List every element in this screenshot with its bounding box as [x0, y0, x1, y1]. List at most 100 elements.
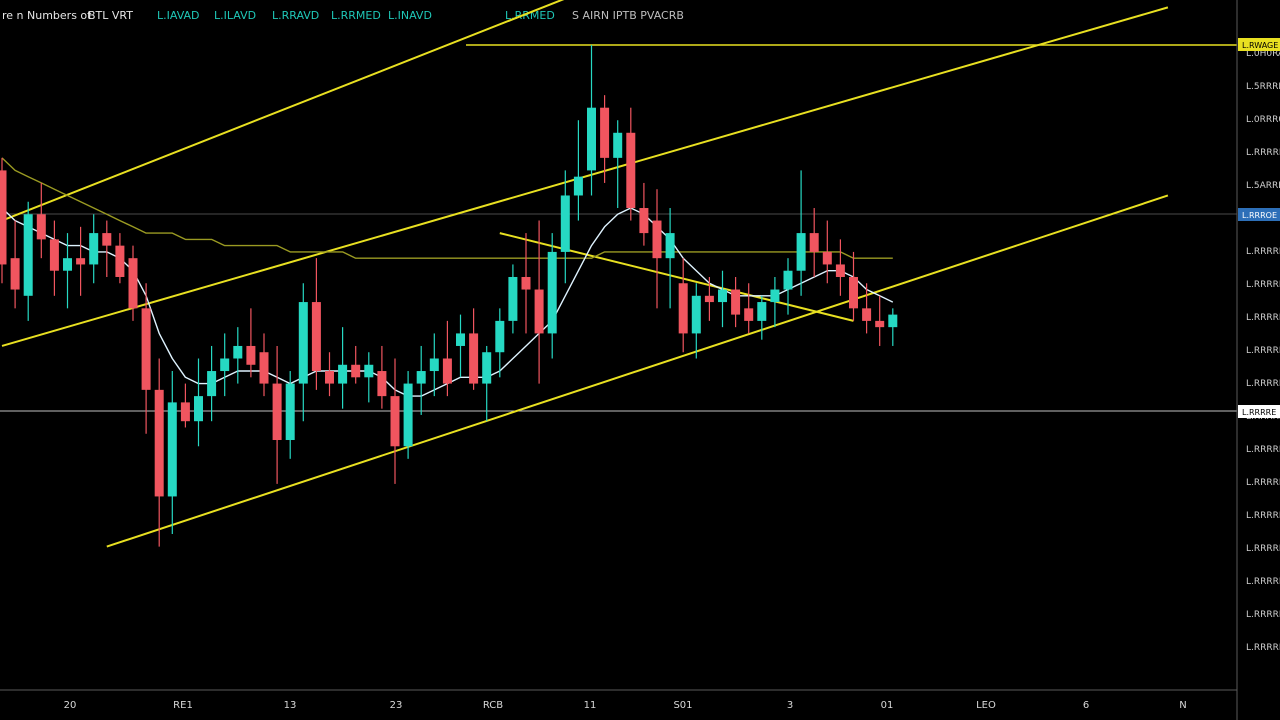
candle [770, 276, 780, 328]
candle-body [809, 233, 819, 252]
candle-body [180, 402, 190, 422]
price-tick-label: L.RRRRR [1246, 478, 1280, 488]
candle-body [822, 251, 832, 265]
time-axis[interactable]: 20 RE1 13 23 RCB 11 S01 3 01 LEO 6 N [0, 689, 1237, 711]
candle [665, 208, 675, 309]
candle [36, 182, 46, 259]
candle [809, 208, 819, 277]
candle [259, 333, 269, 397]
candle [141, 283, 151, 434]
price-axis[interactable]: L.0H0RA L.5RRRE L.0RRR0 L.RRRRR L.5ARRR L.RRR… [1236, 0, 1280, 720]
time-tick-label: 23 [390, 700, 403, 711]
time-tick-label: 6 [1083, 700, 1089, 711]
trendline[interactable] [1, 0, 893, 222]
candle-body [534, 289, 544, 334]
header-note: S AIRN IPTB PVACRB [572, 9, 684, 22]
candle [691, 283, 701, 359]
candle [456, 314, 465, 378]
header-symbol[interactable]: re n Numbers ot [2, 9, 92, 22]
trendline[interactable] [1, 6, 1169, 347]
time-axis-ticks: 20 RE1 13 23 RCB 11 S01 3 01 LEO 6 N [64, 700, 1187, 711]
candle [115, 233, 125, 284]
candle [783, 258, 793, 315]
candle-body [521, 276, 531, 290]
price-tick-label: L.0RRR0 [1246, 115, 1280, 125]
candle [678, 258, 688, 353]
candle-body [36, 214, 46, 240]
candles [0, 45, 898, 547]
candle-body [325, 371, 334, 384]
candle-body [416, 371, 426, 384]
candle [587, 45, 596, 196]
candle [534, 220, 544, 384]
candle-body [875, 320, 885, 328]
header-value-5: L.INAVD [388, 9, 432, 22]
candle-body [233, 345, 243, 359]
candle [875, 295, 885, 346]
time-tick-label: 01 [881, 700, 894, 711]
candle [76, 226, 86, 296]
price-tick-label: L.RRRRR [1246, 643, 1280, 653]
time-tick-label: RCB [483, 700, 503, 711]
candle [0, 157, 7, 284]
candle [560, 170, 570, 284]
candle [862, 283, 872, 334]
level-price-tag-text: L.RWAGE [1242, 41, 1278, 50]
current-price-tag-text: L.RRROE [1242, 211, 1277, 220]
candle-body [573, 176, 583, 196]
time-tick-label: 3 [787, 700, 793, 711]
trendlines[interactable] [1, 0, 1169, 548]
candle [718, 270, 727, 328]
candle [600, 95, 610, 183]
candle-body [835, 264, 845, 277]
candle [442, 320, 452, 397]
price-tick-label: L.RRRRR [1246, 280, 1280, 290]
candle [194, 358, 203, 447]
candle [246, 308, 256, 378]
candle [573, 120, 583, 221]
candle [613, 120, 623, 209]
candle [298, 283, 308, 422]
candle-body [613, 132, 623, 158]
candle-body [495, 320, 505, 353]
candle-body [862, 308, 872, 321]
candle-body [442, 358, 452, 384]
header-value-2: L.ILAVD [214, 9, 256, 22]
candle-body [49, 239, 59, 271]
price-tick-label: L.RRRRR [1246, 511, 1280, 521]
trendline[interactable] [499, 232, 854, 322]
price-tick-label: L.RRRRR [1246, 544, 1280, 554]
candle-body [560, 195, 570, 252]
price-tick-label: L.0H0RA [1246, 49, 1280, 59]
candle-body [482, 352, 492, 384]
candle-body [0, 170, 7, 265]
candle [704, 276, 714, 321]
last-price-tag: L.RRRRE [1238, 405, 1280, 418]
candle-body [652, 220, 662, 259]
price-tick-label: L.RRRRR [1246, 148, 1280, 158]
price-tick-label: L.RRRRR [1246, 610, 1280, 620]
time-tick-label: RE1 [173, 700, 193, 711]
header-interval[interactable]: BTL VRT [88, 9, 133, 22]
candle-body [298, 302, 308, 384]
candle [180, 383, 190, 428]
slow-moving-average-line [1, 157, 893, 259]
time-tick-label: S01 [673, 700, 692, 711]
header-value-6: L.RRMED [505, 9, 555, 22]
time-tick-label: 13 [284, 700, 297, 711]
candle [495, 308, 505, 378]
candle [89, 214, 99, 284]
candle [233, 327, 243, 384]
candle [416, 345, 426, 415]
candle [888, 308, 898, 346]
candle [835, 239, 845, 296]
candle-body [76, 258, 86, 265]
candle-body [102, 233, 112, 246]
last-price-tag-box [1238, 405, 1280, 418]
candle-body [403, 383, 413, 447]
candle [508, 264, 518, 334]
candle [547, 233, 557, 359]
trendline[interactable] [106, 194, 1169, 548]
